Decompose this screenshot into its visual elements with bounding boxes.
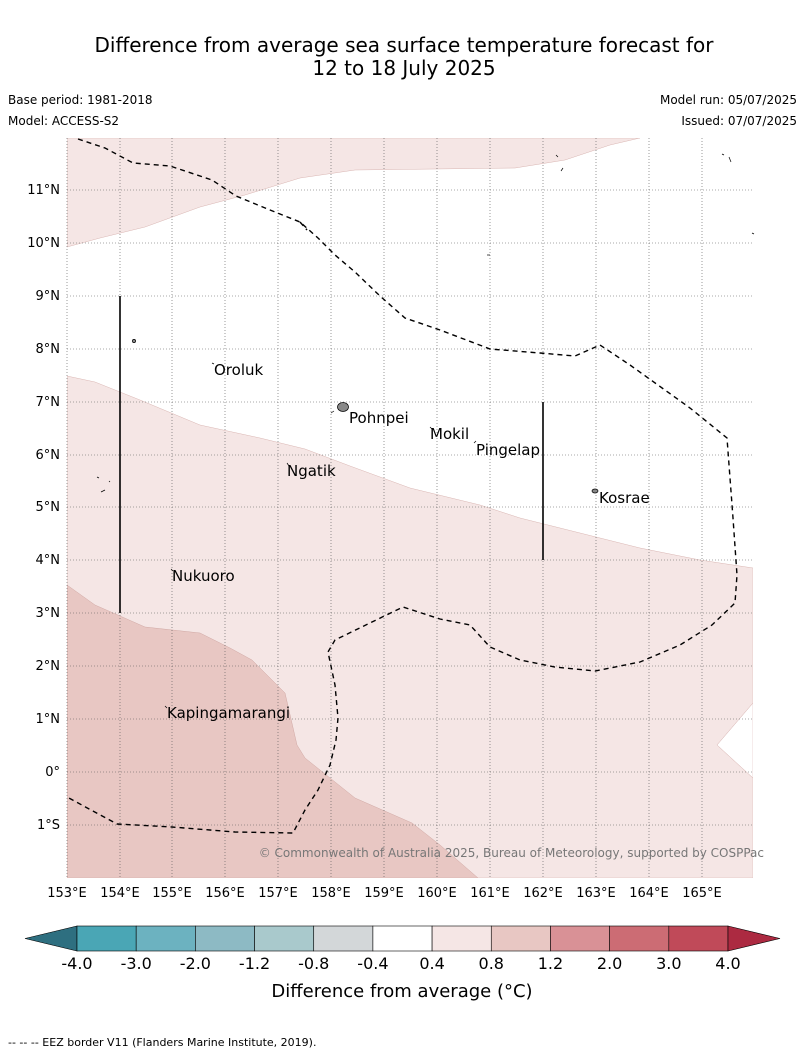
lon-label: 159°E xyxy=(364,886,404,901)
place-label-pingelap: Pingelap xyxy=(476,441,540,459)
colorbar-extend-high xyxy=(727,925,781,952)
lon-label: 160°E xyxy=(417,886,457,901)
colorbar-tick-label: -0.4 xyxy=(357,954,388,973)
islands xyxy=(96,153,755,709)
legend-footnote: -- -- -- EEZ border V11 (Flanders Marine… xyxy=(8,1036,317,1049)
model-run: Model run: 05/07/2025 xyxy=(659,93,797,107)
eez-border xyxy=(66,138,738,834)
model-name: Model: ACCESS-S2 xyxy=(8,114,120,128)
anomaly-area-north xyxy=(67,138,641,248)
place-label-oroluk: Oroluk xyxy=(214,361,263,379)
title-line-1: Difference from average sea surface temp… xyxy=(94,33,714,57)
colorbar-tick-label: -3.0 xyxy=(121,954,152,973)
boundary-lines xyxy=(119,296,544,613)
colorbar-tick-label: 0.8 xyxy=(479,954,504,973)
colorbar-tick-label: -4.0 xyxy=(61,954,92,973)
graticule xyxy=(66,138,753,878)
lat-label: 6°N xyxy=(36,448,61,463)
lon-label: 165°E xyxy=(682,886,722,901)
lon-label: 157°E xyxy=(258,886,298,901)
lat-label: 8°N xyxy=(36,342,61,357)
colorbar-segment xyxy=(609,925,670,952)
colorbar-segment xyxy=(254,925,315,952)
title-line-2: 12 to 18 July 2025 xyxy=(312,56,496,80)
base-period: Base period: 1981-2018 xyxy=(8,93,153,107)
colorbar-segment xyxy=(76,925,137,952)
lat-label: 11°N xyxy=(27,183,60,198)
kosrae-island xyxy=(591,488,599,494)
lat-label: 0° xyxy=(45,765,60,780)
colorbar-tick-label: -1.2 xyxy=(239,954,270,973)
lat-label: 4°N xyxy=(36,553,61,568)
colorbar-tick-label: 1.2 xyxy=(538,954,563,973)
colorbar-tick-label: 3.0 xyxy=(656,954,681,973)
colorbar-tick-label: -0.8 xyxy=(298,954,329,973)
lon-label: 153°E xyxy=(47,886,87,901)
place-label-nukuoro: Nukuoro xyxy=(172,567,235,585)
pohnpei-island xyxy=(337,402,349,412)
forecast-map: Oroluk Pohnpei Mokil Pingelap Ngatik Kos… xyxy=(24,138,781,1002)
lat-label: 1°S xyxy=(37,818,60,833)
colorbar-extend-low xyxy=(24,925,78,952)
colorbar-segment xyxy=(195,925,255,952)
anomaly-area-warm xyxy=(67,584,479,878)
colorbar-segment xyxy=(313,925,374,952)
place-label-ngatik: Ngatik xyxy=(287,462,336,480)
colorbar-segment xyxy=(372,925,433,952)
lon-label: 162°E xyxy=(523,886,563,901)
place-label-pohnpei: Pohnpei xyxy=(349,409,409,427)
lon-label: 154°E xyxy=(100,886,140,901)
colorbar: -4.0 -3.0 -2.0 -1.2 -0.8 -0.4 0.4 0.8 1.2 2.0 3.0 4… xyxy=(24,925,781,973)
colorbar-label: Difference from average (°C) xyxy=(271,981,532,1002)
colorbar-segment xyxy=(550,925,610,952)
lat-label: 2°N xyxy=(36,659,61,674)
colorbar-segment xyxy=(490,925,551,952)
place-label-kosrae: Kosrae xyxy=(599,489,650,507)
lon-label: 158°E xyxy=(311,886,351,901)
lon-label: 164°E xyxy=(629,886,669,901)
colorbar-tick-label: 2.0 xyxy=(597,954,622,973)
place-label-mokil: Mokil xyxy=(430,425,469,443)
copyright-notice: © Commonwealth of Australia 2025, Bureau… xyxy=(259,846,764,860)
colorbar-segment xyxy=(135,925,196,952)
colorbar-segment xyxy=(431,925,492,952)
lon-label: 161°E xyxy=(470,886,510,901)
lat-label: 7°N xyxy=(36,395,61,410)
colorbar-tick-label: 0.4 xyxy=(419,954,444,973)
lon-label: 156°E xyxy=(205,886,245,901)
issued-date: Issued: 07/07/2025 xyxy=(681,114,797,128)
lon-label: 163°E xyxy=(576,886,616,901)
lat-label: 10°N xyxy=(27,236,60,251)
colorbar-tick-label: -2.0 xyxy=(180,954,211,973)
lat-label: 9°N xyxy=(36,289,61,304)
lat-label: 5°N xyxy=(36,500,61,515)
lat-label: 1°N xyxy=(36,712,61,727)
colorbar-segment xyxy=(668,925,729,952)
place-label-kapingamarangi: Kapingamarangi xyxy=(167,704,290,722)
lat-label: 3°N xyxy=(36,606,61,621)
lon-label: 155°E xyxy=(152,886,192,901)
colorbar-tick-label: 4.0 xyxy=(715,954,740,973)
